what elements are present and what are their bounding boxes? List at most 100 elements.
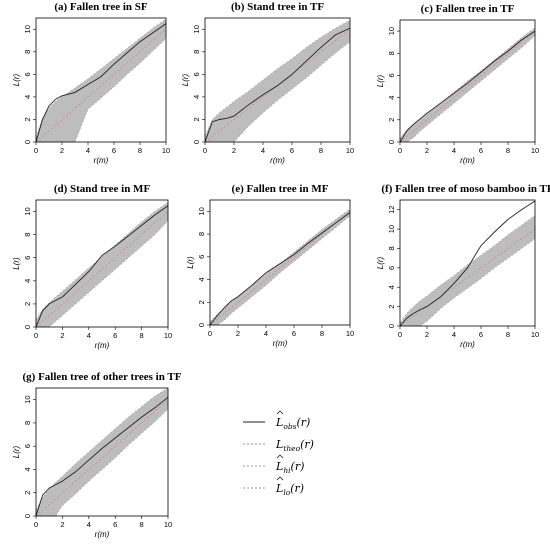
y-tick-label: 8: [23, 233, 32, 237]
x-tick-label: 8: [506, 330, 510, 339]
observed-line: [209, 212, 351, 326]
y-tick-label: 10: [192, 25, 201, 33]
plot-frame: [399, 19, 536, 143]
x-axis-label: r(m): [460, 340, 475, 349]
envelope-band: [36, 388, 168, 516]
panel-title: (a) Fallen tree in SF: [54, 1, 148, 13]
x-axis-label: r(m): [270, 156, 285, 165]
upper-envelope-line: [35, 202, 169, 321]
panel-2: (b) Stand tree in TF 0 2 4 6 8 10 0 2 4 6 8 10 r(m) L(…: [181, 1, 354, 165]
y-tick-label: 6: [192, 72, 201, 76]
x-tick-label: 2: [425, 330, 429, 339]
plot-frame: [35, 17, 167, 143]
y-tick-label: 2: [23, 302, 32, 306]
legend-subscript: hi: [283, 466, 291, 475]
panel-6: (f) Fallen tree of moso bamboo in TF 0 2 4 6…: [376, 183, 550, 349]
x-tick-label: 0: [398, 146, 402, 155]
lower-envelope-line: [205, 41, 351, 143]
y-tick-label: 2: [387, 305, 396, 309]
y-axis-label: L(r): [12, 73, 21, 86]
y-tick-label: 6: [387, 266, 396, 270]
x-tick-label: 4: [264, 329, 268, 338]
panel-title: (f) Fallen tree of moso bamboo in TF: [381, 183, 550, 195]
envelope-band: [400, 215, 535, 326]
panel-title: (g) Fallen tree of other trees in TF: [23, 371, 182, 383]
legend-symbol: L: [275, 482, 283, 495]
x-tick-label: 10: [531, 330, 539, 339]
y-tick-label: 6: [197, 255, 206, 259]
y-tick-label: 10: [23, 25, 32, 33]
hat-mark: [276, 476, 284, 481]
y-tick-label: 4: [23, 95, 32, 99]
legend: Lobs(r)Ltheo(r)Lhi(r)Llo(r): [243, 410, 314, 497]
y-tick-label: 2: [197, 300, 206, 304]
y-tick-label: 10: [23, 207, 32, 215]
observed-line: [35, 396, 169, 517]
plot-frame: [35, 387, 169, 517]
y-tick-label: 0: [197, 323, 206, 327]
y-tick-label: 4: [192, 95, 201, 99]
envelope-band: [205, 20, 350, 142]
theoretical-line: [209, 211, 351, 326]
x-tick-label: 2: [60, 520, 64, 529]
x-tick-label: 4: [452, 330, 456, 339]
upper-envelope-line: [399, 215, 536, 324]
x-tick-label: 2: [60, 146, 64, 155]
y-tick-label: 4: [23, 279, 32, 283]
x-tick-label: 6: [290, 146, 294, 155]
x-tick-label: 4: [87, 520, 91, 529]
x-tick-label: 4: [452, 146, 456, 155]
panel-7: (g) Fallen tree of other trees in TF 0 2 4 6…: [12, 371, 182, 539]
legend-subscript: obs: [283, 422, 296, 431]
x-tick-label: 2: [236, 329, 240, 338]
x-tick-label: 6: [292, 329, 296, 338]
y-tick-label: 4: [23, 467, 32, 471]
x-tick-label: 10: [346, 146, 354, 155]
x-tick-label: 8: [140, 520, 144, 529]
hat-mark: [276, 410, 284, 415]
y-tick-label: 10: [387, 225, 396, 233]
x-tick-label: 0: [208, 329, 212, 338]
x-tick-label: 4: [86, 146, 90, 155]
hat-mark: [276, 454, 284, 459]
x-tick-label: 8: [320, 329, 324, 338]
y-tick-label: 0: [387, 324, 396, 328]
x-tick-label: 8: [138, 146, 142, 155]
upper-envelope-line: [204, 20, 351, 137]
legend-label-lo: Llo(r): [275, 482, 304, 497]
y-tick-label: 10: [387, 27, 396, 35]
legend-argument: (r): [296, 416, 310, 429]
observed-line: [399, 30, 536, 143]
legend-symbol: L: [275, 460, 283, 473]
upper-envelope-line: [209, 208, 351, 322]
x-tick-label: 0: [34, 331, 38, 340]
legend-argument: (r): [300, 438, 314, 451]
y-tick-label: 6: [23, 72, 32, 76]
y-tick-label: 4: [387, 96, 396, 100]
x-tick-label: 4: [261, 146, 265, 155]
legend-label-hi: Lhi(r): [275, 460, 304, 475]
panel-title: (d) Stand tree in MF: [54, 183, 151, 195]
legend-label-obs: Lobs(r): [275, 416, 310, 431]
x-tick-label: 2: [425, 146, 429, 155]
panel-5: (e) Fallen tree in MF 0 2 4 6 8 10 0 2 4 6 8 10 r(m) L…: [186, 183, 354, 348]
y-tick-label: 2: [23, 117, 32, 121]
legend-subscript: theo: [283, 444, 300, 453]
y-tick-label: 8: [23, 50, 32, 54]
y-tick-label: 6: [23, 444, 32, 448]
x-axis-label: r(m): [460, 156, 475, 165]
x-tick-label: 6: [479, 330, 483, 339]
y-tick-label: 10: [197, 207, 206, 215]
y-tick-label: 8: [197, 232, 206, 236]
x-tick-label: 2: [60, 331, 64, 340]
x-tick-label: 0: [34, 146, 38, 155]
x-axis-label: r(m): [94, 156, 109, 165]
x-tick-label: 6: [112, 146, 116, 155]
panel-title: (e) Fallen tree in MF: [232, 183, 329, 195]
envelope-band: [36, 19, 166, 143]
envelope-band: [210, 209, 350, 325]
y-tick-label: 8: [23, 421, 32, 425]
x-tick-label: 2: [232, 146, 236, 155]
observed-line: [35, 23, 167, 143]
